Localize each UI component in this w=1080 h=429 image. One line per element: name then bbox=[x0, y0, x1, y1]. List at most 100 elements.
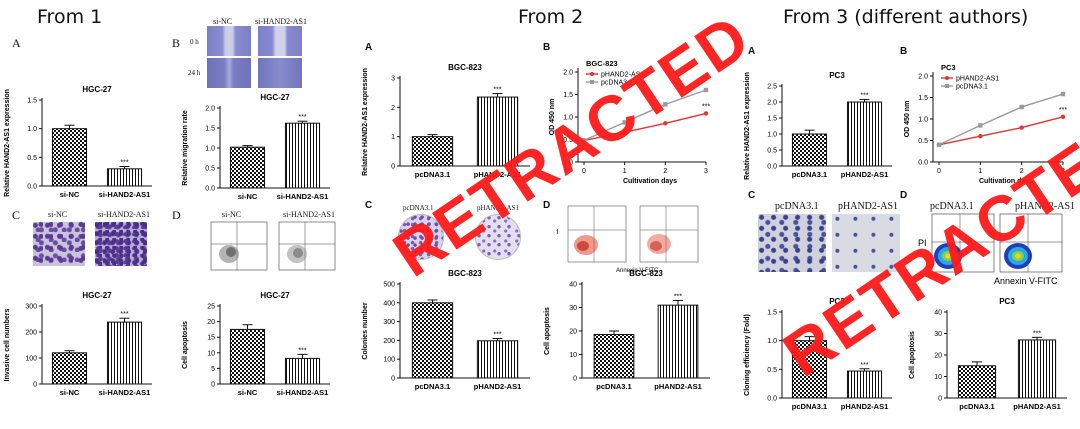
wound-image-si-hand-0h bbox=[258, 26, 302, 56]
panel-letter-g1-d: D bbox=[172, 208, 181, 222]
y-axis-label: Relative migration rate bbox=[182, 110, 189, 186]
y-tick-label: 0.5 bbox=[563, 137, 573, 144]
series-point bbox=[622, 130, 627, 135]
chart-g2-c-colonies: BGC-823 Colonies number 0 100 200 300 400 500 pc… bbox=[362, 269, 530, 391]
y-tick-label: 40 bbox=[934, 310, 942, 317]
y-tick-label: 0.5 bbox=[918, 138, 928, 145]
flow-plot-si-nc bbox=[210, 221, 268, 271]
y-tick-label: 0.5 bbox=[767, 367, 777, 374]
legend-label: pcDNA3.1 bbox=[956, 84, 988, 91]
y-tick-label: 10 bbox=[569, 352, 577, 359]
series-point bbox=[581, 138, 587, 143]
y-tick-label: 20 bbox=[569, 329, 577, 336]
panel-letter-g1-a: A bbox=[12, 36, 21, 50]
heading-from-3: From 3 (different authors) bbox=[783, 6, 1029, 28]
x-tick-label: 1 bbox=[623, 168, 627, 175]
legend-label: pHAND2-AS1 bbox=[601, 72, 644, 79]
wound-image-si-nc-24h bbox=[207, 58, 251, 88]
y-tick-label: 5 bbox=[211, 366, 215, 373]
y-tick-label: 1.0 bbox=[563, 115, 573, 122]
chart-title: HGC-27 bbox=[260, 93, 290, 102]
y-tick-label: 10 bbox=[934, 374, 942, 381]
flow-annexin-label-g2: Annexin V-FITC bbox=[616, 268, 659, 274]
y-tick-label: 20 bbox=[207, 319, 215, 326]
label-pcdna-flow-g3: pcDNA3.1 bbox=[930, 201, 974, 212]
series-point bbox=[1060, 91, 1066, 97]
label-si-nc-d: si-NC bbox=[222, 210, 242, 219]
series-line bbox=[938, 116, 1064, 146]
panel-letter-g3-c: C bbox=[748, 190, 756, 201]
bar bbox=[284, 357, 321, 385]
significance-label: *** bbox=[493, 87, 501, 94]
y-tick-label: 2.5 bbox=[767, 84, 777, 91]
flow-plot-pcdna-g2 bbox=[567, 205, 627, 263]
flow-pi-label-g2: PI bbox=[556, 229, 559, 236]
y-axis-label: Cell apoptosis bbox=[182, 321, 189, 369]
x-tick-label: 2 bbox=[663, 168, 667, 175]
label-si-hand-b: si-HAND2-AS1 bbox=[255, 17, 307, 26]
y-tick-label: 40 bbox=[569, 282, 577, 289]
y-axis-label: Colonies number bbox=[362, 302, 369, 359]
y-axis-label: Relative HAND2-AS1 expression bbox=[744, 72, 751, 180]
bar bbox=[846, 101, 883, 167]
series-point bbox=[1019, 125, 1024, 130]
bar bbox=[229, 146, 266, 189]
bar bbox=[51, 128, 88, 187]
series-point bbox=[663, 102, 668, 107]
bar bbox=[411, 302, 454, 379]
y-tick-label: 2 bbox=[391, 105, 395, 112]
x-tick-label: pHAND2-AS1 bbox=[474, 170, 522, 179]
y-axis-label: Invasive cell numbers bbox=[4, 309, 11, 382]
y-tick-label: 1.5 bbox=[205, 126, 215, 133]
x-tick-label: si-NC bbox=[60, 388, 80, 397]
y-tick-label: 0.0 bbox=[767, 164, 777, 171]
x-tick-label: 3 bbox=[704, 168, 708, 175]
panel-letter-g2-c: C bbox=[365, 200, 373, 211]
bar bbox=[476, 340, 519, 379]
chart-g1-b-migration-rate: HGC-27 Relative migration rate 0.0 0.5 1.0 1.… bbox=[182, 93, 330, 201]
y-tick-label: 1.0 bbox=[767, 132, 777, 139]
x-tick-label: pcDNA3.1 bbox=[792, 170, 827, 179]
label-pcdna-colony-g3: pcDNA3.1 bbox=[775, 201, 819, 212]
y-axis-label: Cloning efficiency (Fold) bbox=[744, 314, 751, 396]
x-tick-label: 2 bbox=[1020, 168, 1024, 175]
chart-g1-c-invasive-cells: HGC-27 Invasive cell numbers 0 100 200 300 si-… bbox=[4, 291, 152, 397]
colony-image-pcdna-g3 bbox=[758, 214, 826, 272]
y-tick-label: 2.0 bbox=[563, 70, 573, 77]
y-tick-label: 2.0 bbox=[918, 74, 928, 81]
bar bbox=[411, 136, 454, 167]
chart-g3-a-hand2-expression: PC3 Relative HAND2-AS1 expression 0.0 0.5 1.… bbox=[744, 71, 892, 180]
x-tick-label: pcDNA3.1 bbox=[792, 402, 827, 411]
label-si-hand-c: si-HAND2-AS1 bbox=[98, 210, 150, 219]
heading-from-1: From 1 bbox=[37, 6, 103, 28]
bar bbox=[791, 133, 828, 167]
flow-cytometry-images-g1 bbox=[210, 221, 336, 271]
y-tick-label: 0 bbox=[211, 382, 215, 389]
significance-label: *** bbox=[120, 311, 128, 318]
invasion-image-si-hand bbox=[95, 222, 147, 266]
colony-dish-pcdna-g2 bbox=[398, 214, 444, 260]
y-tick-label: 20 bbox=[934, 353, 942, 360]
bar bbox=[284, 122, 321, 189]
significance-label: *** bbox=[702, 103, 710, 110]
series-point bbox=[663, 121, 668, 126]
x-tick-label: si-NC bbox=[238, 192, 258, 201]
y-tick-label: 1.5 bbox=[767, 310, 777, 317]
label-si-hand-d: si-HAND2-AS1 bbox=[283, 210, 335, 219]
significance-label: *** bbox=[674, 293, 682, 300]
y-tick-label: 2.0 bbox=[205, 106, 215, 113]
y-axis-label: Cell apoptosis bbox=[544, 307, 551, 355]
x-tick-label: 3 bbox=[1061, 168, 1065, 175]
y-tick-label: 0.0 bbox=[563, 160, 573, 167]
x-tick-label: 0 bbox=[937, 168, 941, 175]
legend-marker bbox=[590, 72, 594, 76]
y-axis-label: Relative HAND2-AS1 expression bbox=[362, 68, 369, 176]
wound-image-si-nc-0h bbox=[207, 26, 251, 56]
y-tick-label: 30 bbox=[934, 331, 942, 338]
x-tick-label: pHAND2-AS1 bbox=[474, 382, 522, 391]
legend-marker bbox=[945, 76, 949, 80]
y-tick-label: 1.0 bbox=[767, 338, 777, 345]
flow-plot-pcdna-g3 bbox=[931, 213, 995, 273]
chart-g2-b-proliferation: OD 450 nm 0.0 0.5 1.0 1.5 2.0 0 1 2 3 Cultivation … bbox=[549, 59, 710, 185]
bar bbox=[791, 340, 828, 399]
